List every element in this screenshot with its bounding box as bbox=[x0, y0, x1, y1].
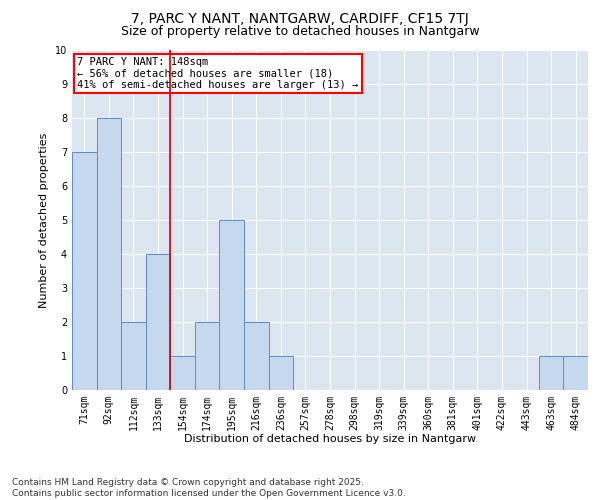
Text: Contains HM Land Registry data © Crown copyright and database right 2025.
Contai: Contains HM Land Registry data © Crown c… bbox=[12, 478, 406, 498]
Text: Size of property relative to detached houses in Nantgarw: Size of property relative to detached ho… bbox=[121, 25, 479, 38]
Bar bbox=[244, 322, 269, 390]
Y-axis label: Number of detached properties: Number of detached properties bbox=[40, 132, 49, 308]
Bar bbox=[539, 356, 563, 390]
Bar bbox=[269, 356, 293, 390]
Bar bbox=[170, 356, 195, 390]
Bar bbox=[72, 152, 97, 390]
X-axis label: Distribution of detached houses by size in Nantgarw: Distribution of detached houses by size … bbox=[184, 434, 476, 444]
Bar bbox=[97, 118, 121, 390]
Bar bbox=[195, 322, 220, 390]
Text: 7 PARC Y NANT: 148sqm
← 56% of detached houses are smaller (18)
41% of semi-deta: 7 PARC Y NANT: 148sqm ← 56% of detached … bbox=[77, 57, 358, 90]
Bar bbox=[563, 356, 588, 390]
Bar bbox=[220, 220, 244, 390]
Bar bbox=[146, 254, 170, 390]
Text: 7, PARC Y NANT, NANTGARW, CARDIFF, CF15 7TJ: 7, PARC Y NANT, NANTGARW, CARDIFF, CF15 … bbox=[131, 12, 469, 26]
Bar bbox=[121, 322, 146, 390]
